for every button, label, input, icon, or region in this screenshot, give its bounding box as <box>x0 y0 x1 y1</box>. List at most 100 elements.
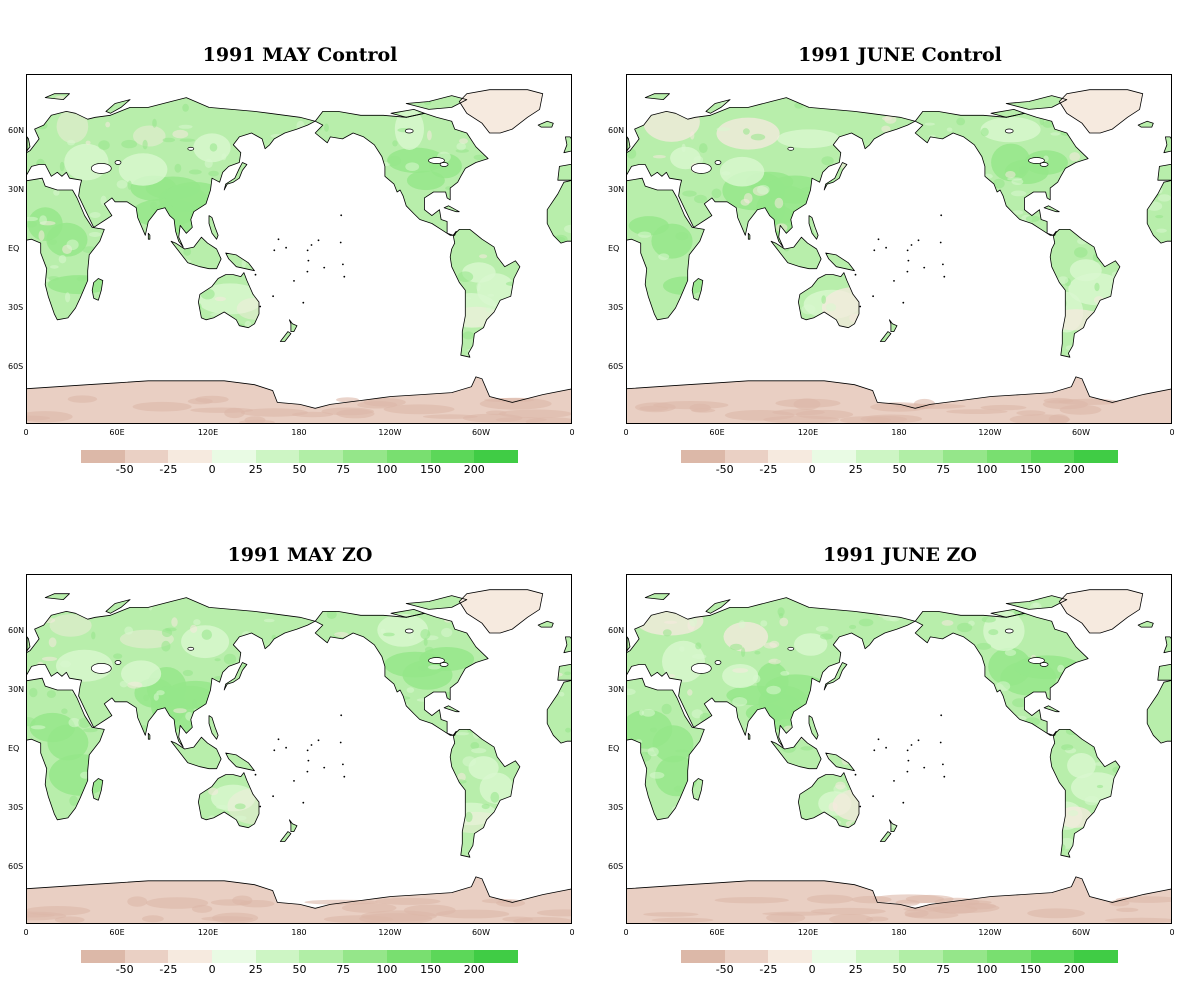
legend-tick-label: 100 <box>976 963 998 976</box>
latitude-label: EQ <box>608 744 620 753</box>
legend-swatch <box>299 450 344 463</box>
legend-tick-label: 200 <box>1063 463 1085 476</box>
legend-tick-label: 25 <box>848 463 863 476</box>
legend-swatch <box>343 950 387 963</box>
legend-tick-label: 0 <box>808 463 816 476</box>
land-novaya <box>705 599 731 614</box>
world-map <box>627 575 1171 923</box>
latitude-label: 30S <box>608 803 624 812</box>
legend-swatch <box>899 450 944 463</box>
legend-tick-label: -25 <box>159 963 178 976</box>
legend-swatch <box>212 450 256 463</box>
legend-swatch <box>255 450 300 463</box>
legend-tick-label: 75 <box>336 963 351 976</box>
land-greenland <box>458 89 544 134</box>
legend-tick-label: 50 <box>892 463 907 476</box>
latitude-label: 30N <box>608 685 625 694</box>
longitude-label: 60E <box>109 928 125 937</box>
legend-tick-label: 0 <box>208 463 216 476</box>
longitude-label: 120E <box>197 928 219 937</box>
legend-swatch <box>1030 950 1075 963</box>
land-iceland <box>538 621 554 628</box>
legend-tick-label: 25 <box>848 963 863 976</box>
legend-swatch <box>474 950 518 963</box>
map-panel-may-zo: 1991 MAY ZO 60N 30N EQ 30S 60S 0 60E 120E 180 120… <box>0 500 600 1000</box>
legend-swatch <box>812 450 856 463</box>
latitude-label: 60S <box>608 362 624 371</box>
land-greenland <box>1058 89 1144 134</box>
legend-swatch <box>1030 450 1075 463</box>
land-iberiaWrap <box>557 164 571 181</box>
legend-tick-label: 200 <box>463 963 485 976</box>
legend-swatch <box>943 450 987 463</box>
longitude-label: 60E <box>109 428 125 437</box>
land-africaWrap <box>1147 680 1171 744</box>
legend-swatch <box>81 450 125 463</box>
legend-tick-label: 200 <box>463 463 485 476</box>
land-newGuinea <box>225 253 255 271</box>
legend-swatch <box>986 450 1031 463</box>
land-eurasia <box>27 97 316 248</box>
longitude-label: 120W <box>978 428 1002 437</box>
land-arctic1 <box>406 595 467 610</box>
land-newGuinea <box>225 753 255 771</box>
longitude-label: 60W <box>1071 428 1091 437</box>
longitude-label: 180 <box>291 928 307 937</box>
legend-tick-label: 100 <box>376 963 398 976</box>
land-nzSouth <box>280 831 291 842</box>
legend-swatch <box>855 950 900 963</box>
legend-tick-label: -25 <box>759 463 778 476</box>
land-iceland <box>538 121 554 128</box>
land-iberiaWrap <box>1157 164 1171 181</box>
panel-title: 1991 JUNE Control <box>798 44 1002 66</box>
land-iberiaWrap <box>1157 664 1171 681</box>
longitude-label: 0 <box>569 428 575 437</box>
land-greenland <box>458 589 544 634</box>
land-newGuinea <box>825 753 855 771</box>
latitude-label: 30S <box>8 803 24 812</box>
land-indonesia <box>771 237 822 269</box>
longitude-label: 0 <box>23 928 29 937</box>
longitude-label: 0 <box>1169 428 1175 437</box>
legend-tick-label: -50 <box>115 963 134 976</box>
longitude-label: 120E <box>797 428 819 437</box>
legend-swatch <box>986 950 1031 963</box>
legend-swatch <box>681 450 725 463</box>
longitude-label: 60W <box>471 928 491 937</box>
longitude-label: 0 <box>569 928 575 937</box>
land-cuba <box>444 705 460 712</box>
world-map <box>627 75 1171 423</box>
latitude-label: 30S <box>608 303 624 312</box>
legend-swatch <box>386 450 431 463</box>
legend-swatch <box>343 450 387 463</box>
legend-tick-label: 25 <box>248 963 263 976</box>
legend-tick-label: 75 <box>936 963 951 976</box>
panel-title: 1991 MAY Control <box>202 44 398 66</box>
legend-swatch <box>474 450 518 463</box>
longitude-label: 0 <box>1169 928 1175 937</box>
legend-tick-label: 150 <box>1020 463 1042 476</box>
map-panel-may-control: 1991 MAY Control 60N 30N EQ 30S 60S 0 60E 120E 1… <box>0 0 600 500</box>
land-philippines <box>209 715 219 740</box>
longitude-label: 0 <box>23 428 29 437</box>
legend-tick-label: -25 <box>759 963 778 976</box>
legend-swatch <box>299 950 344 963</box>
land-indonesia <box>171 237 222 269</box>
color-legend <box>81 450 518 463</box>
panel-title: 1991 JUNE ZO <box>823 544 977 566</box>
latitude-label: 60N <box>608 626 625 635</box>
color-legend <box>681 950 1118 963</box>
map-frame <box>26 574 572 924</box>
legend-swatch <box>430 450 475 463</box>
longitude-label: 120W <box>978 928 1002 937</box>
land-philippines <box>809 715 819 740</box>
legend-tick-label: 25 <box>248 463 263 476</box>
legend-swatch <box>430 950 475 963</box>
legend-swatch <box>168 950 213 963</box>
legend-tick-label: 100 <box>376 463 398 476</box>
map-panel-june-zo: 1991 JUNE ZO 60N 30N EQ 30S 60S 0 60E 120E 180 12… <box>600 500 1200 1000</box>
longitude-label: 120W <box>378 428 402 437</box>
world-map <box>27 575 571 923</box>
legend-tick-label: 50 <box>292 463 307 476</box>
legend-swatch <box>212 950 256 963</box>
